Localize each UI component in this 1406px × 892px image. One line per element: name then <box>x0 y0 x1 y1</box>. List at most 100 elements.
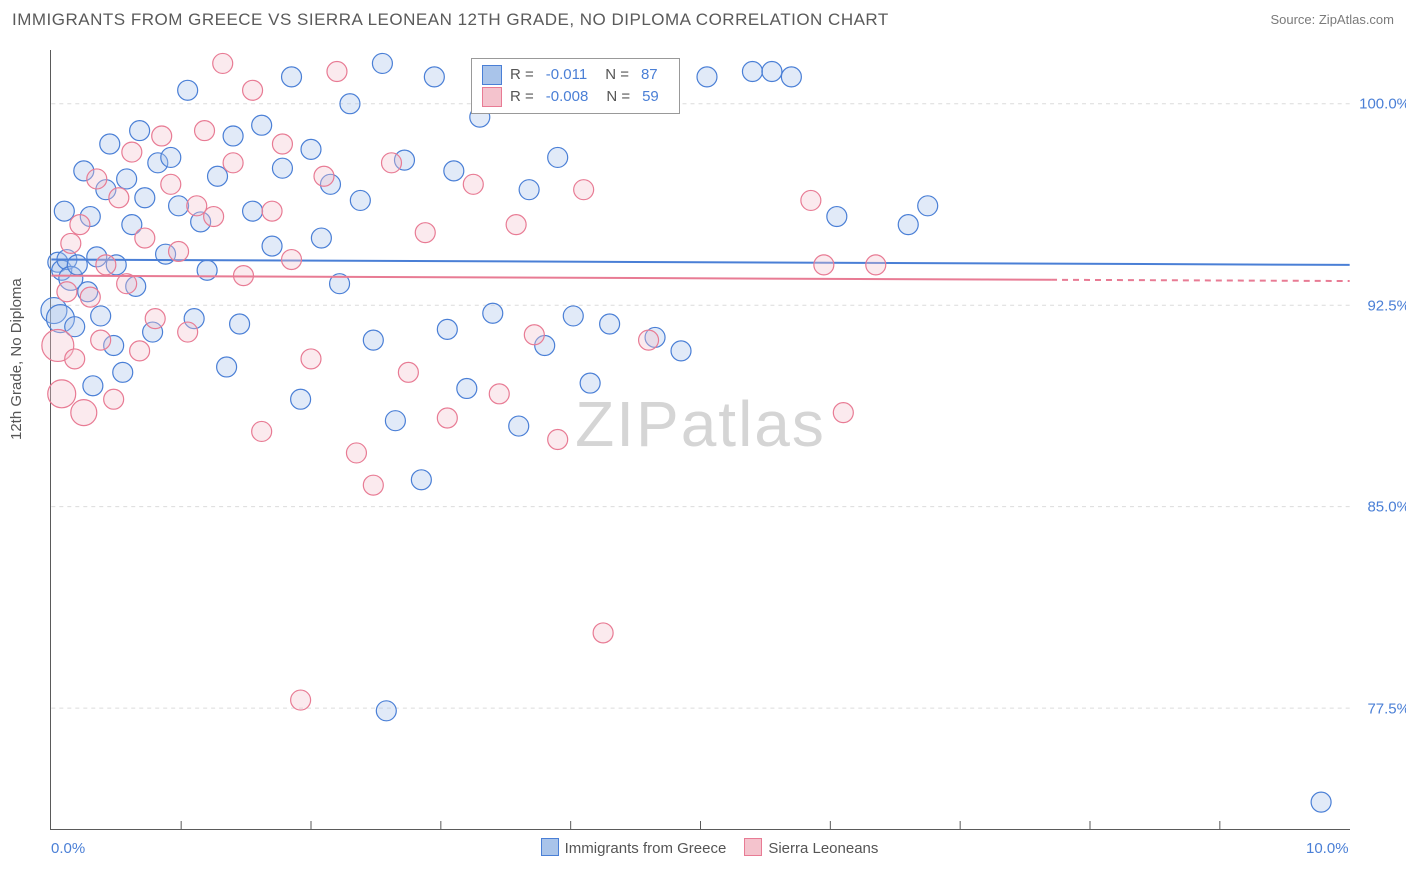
scatter-point-sierra <box>272 134 292 154</box>
trend-line-greece <box>51 260 1349 265</box>
scatter-point-sierra <box>327 62 347 82</box>
scatter-point-sierra <box>80 287 100 307</box>
scatter-point-sierra <box>398 362 418 382</box>
plot-area: ZIPatlas R =-0.011N =87R =-0.008N =59 Im… <box>50 50 1350 830</box>
scatter-point-sierra <box>213 53 233 73</box>
scatter-point-sierra <box>122 142 142 162</box>
source-attribution: Source: ZipAtlas.com <box>1270 12 1394 27</box>
scatter-point-greece <box>223 126 243 146</box>
scatter-point-greece <box>444 161 464 181</box>
scatter-point-sierra <box>71 400 97 426</box>
corr-r-label: R = <box>510 64 534 86</box>
scatter-point-sierra <box>489 384 509 404</box>
scatter-point-greece <box>161 147 181 167</box>
scatter-point-sierra <box>243 80 263 100</box>
scatter-point-sierra <box>145 309 165 329</box>
scatter-point-greece <box>54 201 74 221</box>
scatter-point-greece <box>363 330 383 350</box>
legend-label-sierra: Sierra Leoneans <box>768 840 878 857</box>
scatter-point-greece <box>437 319 457 339</box>
scatter-point-sierra <box>833 403 853 423</box>
scatter-point-sierra <box>574 180 594 200</box>
legend-swatch-greece <box>541 838 559 856</box>
scatter-point-sierra <box>382 153 402 173</box>
scatter-point-greece <box>385 411 405 431</box>
scatter-point-sierra <box>130 341 150 361</box>
scatter-point-greece <box>424 67 444 87</box>
scatter-point-sierra <box>169 241 189 261</box>
scatter-point-sierra <box>282 250 302 270</box>
scatter-point-sierra <box>363 475 383 495</box>
chart-title: IMMIGRANTS FROM GREECE VS SIERRA LEONEAN… <box>12 10 889 29</box>
scatter-point-sierra <box>109 188 129 208</box>
scatter-point-greece <box>742 62 762 82</box>
y-tick-label: 85.0% <box>1367 499 1406 516</box>
scatter-point-greece <box>781 67 801 87</box>
scatter-point-greece <box>340 94 360 114</box>
scatter-point-greece <box>100 134 120 154</box>
legend-swatch <box>482 87 502 107</box>
scatter-point-greece <box>697 67 717 87</box>
scatter-point-greece <box>130 121 150 141</box>
scatter-point-sierra <box>801 190 821 210</box>
scatter-point-sierra <box>96 255 116 275</box>
scatter-point-greece <box>83 376 103 396</box>
y-axis-label: 12th Grade, No Diploma <box>8 278 25 440</box>
corr-r-value: -0.008 <box>546 86 589 108</box>
scatter-point-sierra <box>346 443 366 463</box>
scatter-point-greece <box>918 196 938 216</box>
y-tick-label: 100.0% <box>1359 95 1406 112</box>
series-legend: Immigrants from Greece Sierra Leoneans <box>51 838 1350 857</box>
scatter-point-sierra <box>178 322 198 342</box>
y-tick-label: 77.5% <box>1367 700 1406 717</box>
scatter-point-greece <box>230 314 250 334</box>
scatter-point-sierra <box>195 121 215 141</box>
corr-n-value: 59 <box>642 86 659 108</box>
scatter-point-greece <box>291 389 311 409</box>
scatter-point-sierra <box>135 228 155 248</box>
scatter-point-sierra <box>65 349 85 369</box>
scatter-plot-svg <box>51 50 1350 829</box>
corr-r-label: R = <box>510 86 534 108</box>
scatter-point-greece <box>282 67 302 87</box>
scatter-point-greece <box>311 228 331 248</box>
scatter-point-sierra <box>639 330 659 350</box>
scatter-point-sierra <box>866 255 886 275</box>
scatter-point-sierra <box>548 430 568 450</box>
scatter-point-greece <box>671 341 691 361</box>
y-tick-label: 92.5% <box>1367 297 1406 314</box>
x-tick-label: 10.0% <box>1306 840 1349 857</box>
scatter-point-greece <box>548 147 568 167</box>
legend-swatch-sierra <box>744 838 762 856</box>
corr-n-label: N = <box>606 86 630 108</box>
scatter-point-greece <box>272 158 292 178</box>
scatter-point-sierra <box>252 421 272 441</box>
scatter-point-sierra <box>48 380 76 408</box>
scatter-point-greece <box>563 306 583 326</box>
scatter-point-greece <box>411 470 431 490</box>
scatter-point-sierra <box>291 690 311 710</box>
legend-swatch <box>482 65 502 85</box>
scatter-point-sierra <box>301 349 321 369</box>
scatter-point-sierra <box>104 389 124 409</box>
corr-legend-row-sierra: R = -0.008 N = 59 <box>482 86 669 108</box>
scatter-point-greece <box>898 215 918 235</box>
x-tick-label: 0.0% <box>51 840 85 857</box>
corr-r-value: -0.011 <box>546 64 587 86</box>
scatter-point-sierra <box>593 623 613 643</box>
scatter-point-greece <box>372 53 392 73</box>
scatter-point-sierra <box>524 325 544 345</box>
scatter-point-greece <box>600 314 620 334</box>
legend-label-greece: Immigrants from Greece <box>565 840 727 857</box>
corr-n-value: 87 <box>641 64 658 86</box>
source-label: Source: <box>1270 12 1318 27</box>
scatter-point-greece <box>91 306 111 326</box>
scatter-point-greece <box>457 378 477 398</box>
scatter-point-sierra <box>87 169 107 189</box>
scatter-point-sierra <box>314 166 334 186</box>
scatter-point-sierra <box>223 153 243 173</box>
scatter-point-greece <box>483 303 503 323</box>
scatter-point-greece <box>762 62 782 82</box>
scatter-point-greece <box>178 80 198 100</box>
scatter-point-sierra <box>161 174 181 194</box>
